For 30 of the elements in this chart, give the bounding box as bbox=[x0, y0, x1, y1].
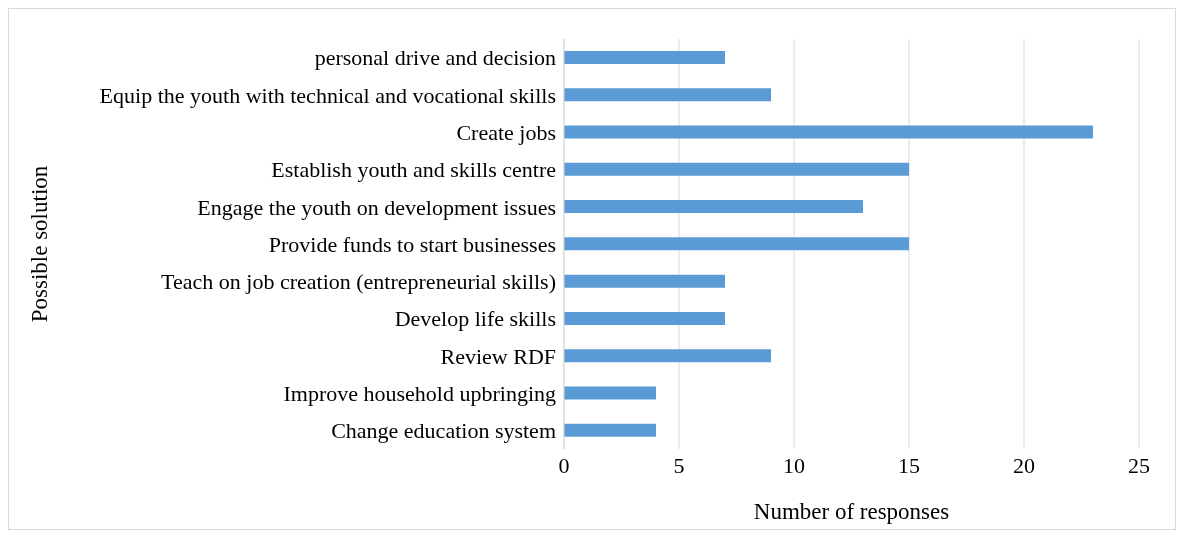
y-axis-title: Possible solution bbox=[27, 165, 53, 323]
y-tick-label: Provide funds to start businesses bbox=[268, 231, 556, 257]
x-tick-label: 20 bbox=[1013, 452, 1035, 478]
y-tick-label: Create jobs bbox=[456, 119, 556, 145]
y-tick-label: Develop life skills bbox=[394, 306, 556, 332]
y-tick-label: Improve household upbringing bbox=[283, 380, 556, 406]
y-tick-label: personal drive and decision bbox=[314, 45, 556, 71]
x-tick-label: 25 bbox=[1128, 452, 1150, 478]
x-tick-label: 10 bbox=[783, 452, 805, 478]
x-axis-title: Number of responses bbox=[753, 499, 950, 524]
bar bbox=[564, 88, 771, 102]
bar bbox=[564, 237, 909, 251]
bar bbox=[564, 386, 656, 400]
bar bbox=[564, 200, 863, 214]
bar bbox=[564, 274, 725, 288]
y-tick-label: Teach on job creation (entrepreneurial skills) bbox=[161, 269, 556, 295]
bar bbox=[564, 125, 1093, 139]
bar bbox=[564, 349, 771, 363]
x-tick-label: 15 bbox=[898, 452, 920, 478]
bar bbox=[564, 311, 725, 325]
x-tick-label: 5 bbox=[673, 452, 685, 478]
y-tick-label: Equip the youth with technical and vocational skills bbox=[99, 82, 556, 108]
y-tick-label: Review RDF bbox=[440, 343, 556, 369]
bar bbox=[564, 51, 725, 64]
bar bbox=[564, 423, 656, 437]
y-tick-label: Establish youth and skills centre bbox=[271, 157, 556, 183]
x-tick-label: 0 bbox=[558, 452, 570, 478]
bar bbox=[564, 162, 909, 176]
y-tick-label: Engage the youth on development issues bbox=[197, 194, 556, 220]
y-tick-label: Change education system bbox=[331, 418, 556, 444]
